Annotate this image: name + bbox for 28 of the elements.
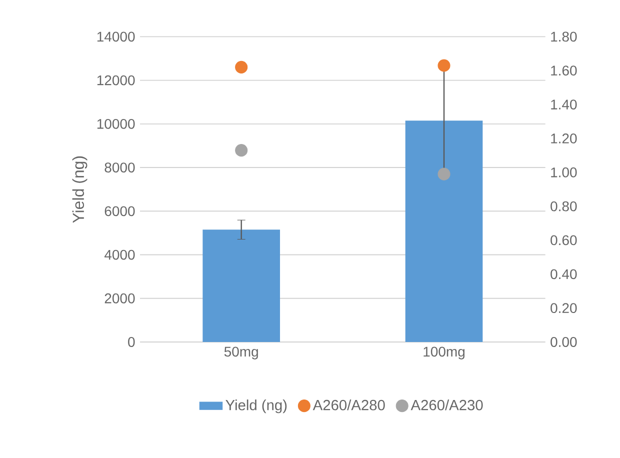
point	[438, 59, 450, 72]
y2-tick-label: 1.00	[551, 167, 577, 178]
legend-label: Yield (ng)	[226, 400, 287, 414]
y-axis-title: Yield (ng)	[72, 156, 88, 223]
y-tick-label: 14000	[97, 32, 135, 42]
y-tick-label: 6000	[104, 206, 135, 216]
y2-tick-label: 0.80	[550, 201, 577, 212]
y2-tick-label: 0.40	[550, 269, 577, 280]
y2-tick-label: 1.80	[551, 32, 577, 42]
y2-tick-label: 1.20	[551, 134, 577, 144]
y2-tick-label: 0.60	[550, 235, 577, 246]
point	[438, 168, 450, 180]
y2-tick-label: 1.40	[551, 100, 577, 110]
x-tick-label: 100mg	[424, 346, 464, 360]
legend-label: A260/A230	[410, 400, 483, 410]
y2-tick-label: 0.20	[550, 303, 577, 314]
y2-tick-label: 1.60	[551, 66, 577, 76]
point	[235, 144, 248, 157]
y-tick-label: 8000	[104, 162, 135, 172]
y-tick-label: 10000	[97, 118, 135, 129]
y2-tick-label: 0.00	[550, 337, 577, 347]
y-tick-label: 4000	[104, 250, 135, 260]
y-tick-label: 2000	[104, 293, 135, 304]
x-tick-label: 50mg	[224, 346, 258, 360]
y-tick-label: 12000	[97, 75, 135, 86]
y-tick-label: 0	[128, 337, 135, 347]
legend-label: A260/A280	[312, 400, 385, 410]
point	[235, 60, 248, 74]
